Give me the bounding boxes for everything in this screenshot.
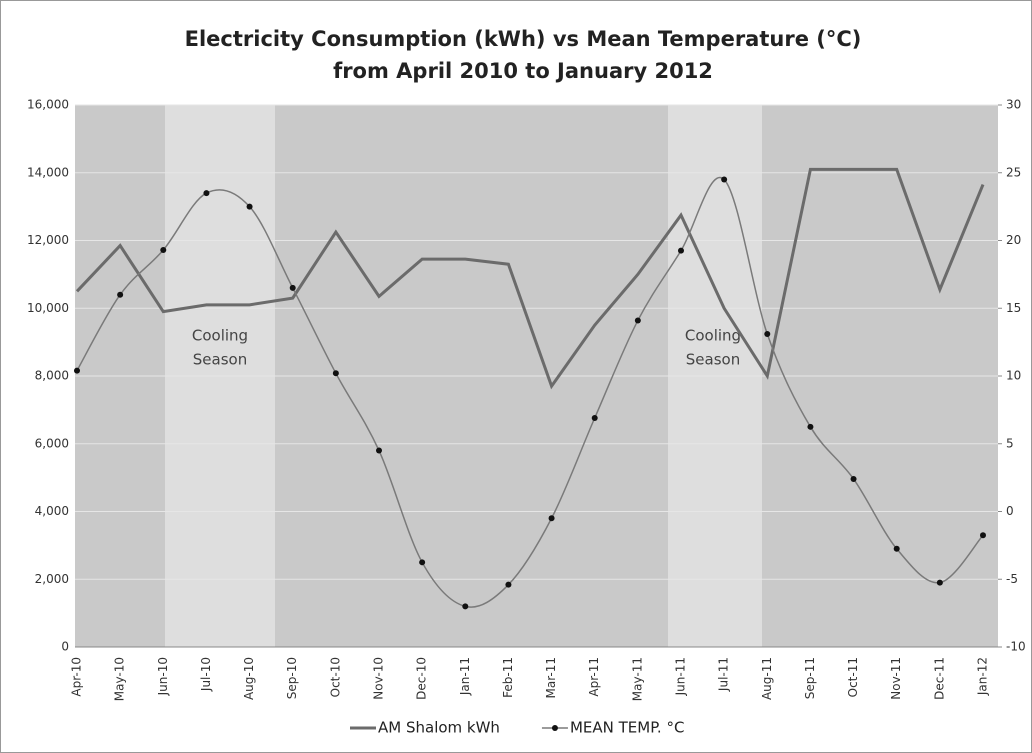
marker <box>850 475 857 482</box>
x-tick-label: Nov-11 <box>889 657 903 700</box>
y-tick-label: 12,000 <box>27 233 69 247</box>
marker <box>505 581 512 588</box>
chart-subtitle: from April 2010 to January 2012 <box>333 59 713 83</box>
x-tick-label: Apr-11 <box>587 657 601 697</box>
marker <box>74 367 80 374</box>
x-tick-label: Aug-11 <box>760 657 774 700</box>
y2-tick-label: 0 <box>1006 504 1014 518</box>
y-tick-label: 8,000 <box>35 369 69 383</box>
y-tick-label: 0 <box>61 640 69 654</box>
y-tick-label: 16,000 <box>27 98 69 112</box>
x-tick-label: Aug-10 <box>242 657 256 700</box>
legend-label: AM Shalom kWh <box>378 719 500 737</box>
x-tick-label: Oct-10 <box>328 657 342 697</box>
x-tick-label: May-11 <box>630 657 644 701</box>
marker <box>893 545 900 552</box>
marker <box>980 532 986 539</box>
x-tick-label: Mar-11 <box>544 657 558 698</box>
x-tick-label: Dec-11 <box>932 657 946 700</box>
y2-tick-label: -10 <box>1006 640 1026 654</box>
y2-tick-label: 5 <box>1006 436 1014 450</box>
y-tick-label: 10,000 <box>27 301 69 315</box>
series-line <box>75 167 985 390</box>
y2-tick-label: 15 <box>1006 301 1021 315</box>
x-tick-label: Jan-12 <box>976 657 990 696</box>
x-tick-label: Apr-10 <box>70 657 84 697</box>
y2-tick-label: 30 <box>1006 98 1021 112</box>
marker <box>591 415 598 422</box>
x-tick-label: Nov-10 <box>372 657 386 700</box>
x-tick-label: Sep-10 <box>285 657 299 699</box>
marker <box>419 559 426 566</box>
marker <box>246 203 253 210</box>
annotation: Season <box>686 351 740 369</box>
annotation: Season <box>193 351 247 369</box>
legend-marker <box>551 725 558 731</box>
x-tick-label: Jul-11 <box>717 657 731 692</box>
x-tick-label: Jun-10 <box>156 657 170 696</box>
marker <box>332 370 339 377</box>
x-tick-label: Sep-11 <box>803 657 817 699</box>
marker <box>462 603 469 610</box>
marker <box>376 447 382 454</box>
marker <box>160 246 167 253</box>
y-tick-label: 4,000 <box>35 504 69 518</box>
annotation: Cooling <box>192 327 248 345</box>
chart-title: Electricity Consumption (kWh) vs Mean Te… <box>185 27 862 51</box>
y2-tick-label: 20 <box>1006 233 1021 247</box>
marker <box>548 515 555 522</box>
x-tick-label: Dec-10 <box>415 657 429 700</box>
y2-tick-label: 10 <box>1006 369 1021 383</box>
annotation: Cooling <box>685 327 741 345</box>
y-tick-label: 14,000 <box>27 165 69 179</box>
y2-tick-label: 25 <box>1006 165 1021 179</box>
y2-tick-label: -5 <box>1006 572 1018 586</box>
x-tick-label: Jan-11 <box>458 657 472 696</box>
marker <box>203 190 210 197</box>
legend-label: MEAN TEMP. °C <box>570 719 684 737</box>
y-tick-label: 6,000 <box>35 436 69 450</box>
x-tick-label: Feb-11 <box>501 657 515 698</box>
marker <box>117 291 124 298</box>
y-tick-label: 2,000 <box>35 572 69 586</box>
marker <box>289 284 296 291</box>
marker <box>764 330 771 337</box>
x-tick-label: May-10 <box>113 657 127 701</box>
marker <box>721 176 728 183</box>
marker <box>634 317 641 324</box>
marker <box>678 247 684 254</box>
x-tick-label: Jul-10 <box>199 657 213 692</box>
marker <box>807 423 814 430</box>
x-tick-label: Jun-11 <box>674 657 688 696</box>
x-tick-label: Oct-11 <box>846 657 860 697</box>
marker <box>936 579 943 586</box>
